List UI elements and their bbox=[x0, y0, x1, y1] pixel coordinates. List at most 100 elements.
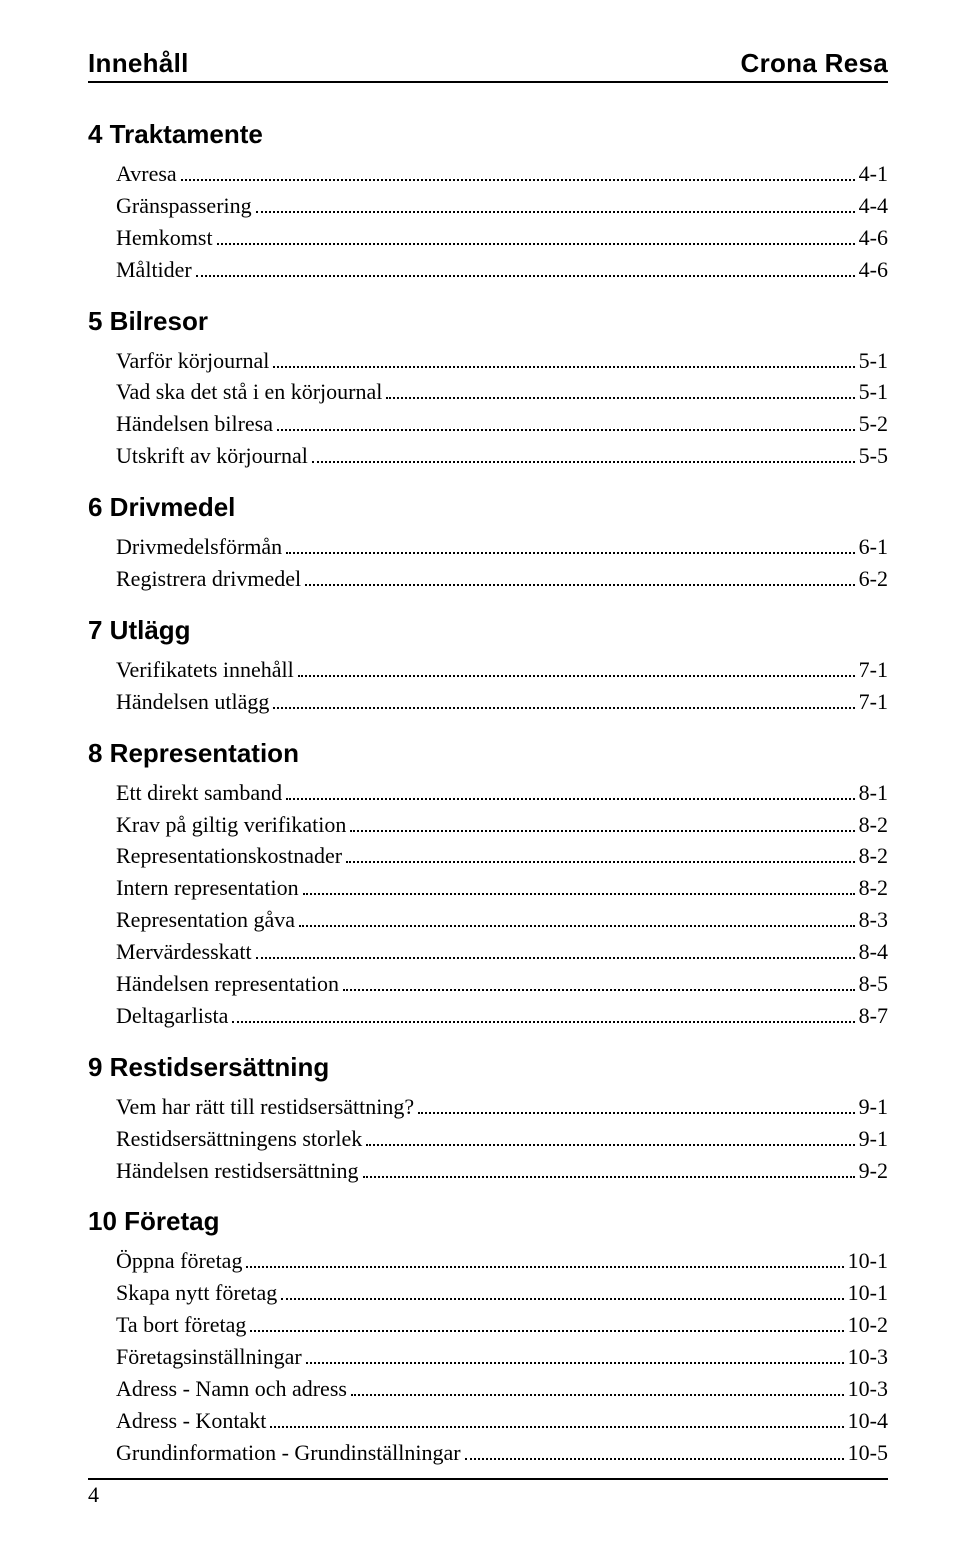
toc-leader-dots bbox=[303, 893, 855, 895]
toc-entry-page: 10-2 bbox=[848, 1309, 888, 1341]
toc-row: Adress - Kontakt 10-4 bbox=[88, 1405, 888, 1437]
toc-section: 9 RestidsersättningVem har rätt till res… bbox=[88, 1052, 888, 1187]
toc-entry-page: 7-1 bbox=[859, 686, 888, 718]
toc-entry-label: Registrera drivmedel bbox=[116, 563, 301, 595]
toc-entry-label: Adress - Kontakt bbox=[116, 1405, 266, 1437]
toc-section: 7 UtläggVerifikatets innehåll7-1Händelse… bbox=[88, 615, 888, 718]
toc-section: 5 Bilresor Varför körjournal 5-1Vad ska de… bbox=[88, 306, 888, 473]
toc-leader-dots bbox=[312, 461, 855, 463]
toc-entry-page: 8-2 bbox=[859, 872, 888, 904]
toc-leader-dots bbox=[250, 1330, 843, 1332]
toc-leader-dots bbox=[281, 1298, 843, 1300]
toc-leader-dots bbox=[418, 1112, 855, 1114]
toc-entry-label: Händelsen representation bbox=[116, 968, 339, 1000]
toc-entry-label: Drivmedelsförmån bbox=[116, 531, 282, 563]
toc-entry-label: Grundinformation - Grundinställningar bbox=[116, 1437, 461, 1469]
page-number: 4 bbox=[88, 1478, 888, 1508]
toc-row: Registrera drivmedel6-2 bbox=[88, 563, 888, 595]
toc-section-title: 10 Företag bbox=[88, 1206, 888, 1237]
toc-entry-page: 4-6 bbox=[859, 254, 888, 286]
toc-leader-dots bbox=[346, 861, 855, 863]
toc-entry-label: Representationskostnader bbox=[116, 840, 342, 872]
toc-row: Öppna företag 10-1 bbox=[88, 1245, 888, 1277]
toc-leader-dots bbox=[232, 1021, 854, 1023]
toc-entry-page: 4-4 bbox=[859, 190, 888, 222]
toc-entry-label: Öppna företag bbox=[116, 1245, 242, 1277]
toc-row: Gränspassering 4-4 bbox=[88, 190, 888, 222]
page-header: Innehåll Crona Resa bbox=[88, 48, 888, 83]
toc-leader-dots bbox=[277, 429, 855, 431]
toc-section: 4 TraktamenteAvresa4-1Gränspassering4-4H… bbox=[88, 119, 888, 286]
table-of-contents: 4 TraktamenteAvresa4-1Gränspassering4-4H… bbox=[88, 119, 888, 1469]
toc-row: Hemkomst4-6 bbox=[88, 222, 888, 254]
toc-leader-dots bbox=[299, 925, 855, 927]
toc-entry-page: 10-1 bbox=[848, 1277, 888, 1309]
toc-leader-dots bbox=[256, 211, 855, 213]
toc-row: Varför körjournal 5-1 bbox=[88, 345, 888, 377]
toc-entry-page: 8-3 bbox=[859, 904, 888, 936]
toc-entry-label: Gränspassering bbox=[116, 190, 252, 222]
toc-entry-page: 5-1 bbox=[859, 345, 888, 377]
toc-leader-dots bbox=[306, 1362, 844, 1364]
toc-row: Utskrift av körjournal5-5 bbox=[88, 440, 888, 472]
toc-entry-page: 8-7 bbox=[859, 1000, 888, 1032]
toc-leader-dots bbox=[343, 989, 855, 991]
toc-entry-page: 6-1 bbox=[859, 531, 888, 563]
toc-entry-page: 10-3 bbox=[848, 1341, 888, 1373]
toc-entry-label: Mervärdesskatt bbox=[116, 936, 252, 968]
toc-entry-page: 5-1 bbox=[859, 376, 888, 408]
toc-leader-dots bbox=[286, 798, 854, 800]
toc-section: 6 DrivmedelDrivmedelsförmån6-1Registrera… bbox=[88, 492, 888, 595]
toc-entry-page: 8-4 bbox=[859, 936, 888, 968]
toc-row: Deltagarlista 8-7 bbox=[88, 1000, 888, 1032]
toc-entry-label: Måltider bbox=[116, 254, 192, 286]
toc-entry-page: 5-5 bbox=[859, 440, 888, 472]
toc-leader-dots bbox=[465, 1458, 844, 1460]
toc-row: Vem har rätt till restidsersättning?9-1 bbox=[88, 1091, 888, 1123]
toc-entry-page: 8-1 bbox=[859, 777, 888, 809]
toc-leader-dots bbox=[217, 243, 855, 245]
toc-section-title: 4 Traktamente bbox=[88, 119, 888, 150]
toc-section-title: 8 Representation bbox=[88, 738, 888, 769]
toc-entry-label: Varför körjournal bbox=[116, 345, 269, 377]
toc-row: Representationskostnader8-2 bbox=[88, 840, 888, 872]
toc-entry-page: 7-1 bbox=[859, 654, 888, 686]
toc-leader-dots bbox=[351, 1394, 844, 1396]
toc-section: 10 FöretagÖppna företag10-1Skapa nytt fö… bbox=[88, 1206, 888, 1468]
toc-leader-dots bbox=[273, 366, 854, 368]
toc-row: Ta bort företag 10-2 bbox=[88, 1309, 888, 1341]
toc-leader-dots bbox=[246, 1266, 843, 1268]
toc-entry-label: Händelsen utlägg bbox=[116, 686, 269, 718]
toc-entry-label: Deltagarlista bbox=[116, 1000, 228, 1032]
toc-row: Representation gåva 8-3 bbox=[88, 904, 888, 936]
toc-leader-dots bbox=[363, 1176, 855, 1178]
toc-row: Intern representation8-2 bbox=[88, 872, 888, 904]
header-left: Innehåll bbox=[88, 48, 189, 79]
toc-section-title: 5 Bilresor bbox=[88, 306, 888, 337]
toc-entry-label: Verifikatets innehåll bbox=[116, 654, 294, 686]
toc-entry-label: Representation gåva bbox=[116, 904, 295, 936]
toc-leader-dots bbox=[305, 584, 855, 586]
toc-row: Händelsen bilresa5-2 bbox=[88, 408, 888, 440]
toc-entry-label: Restidsersättningens storlek bbox=[116, 1123, 362, 1155]
toc-entry-label: Adress - Namn och adress bbox=[116, 1373, 347, 1405]
toc-row: Måltider 4-6 bbox=[88, 254, 888, 286]
toc-entry-label: Ta bort företag bbox=[116, 1309, 246, 1341]
toc-entry-page: 10-1 bbox=[848, 1245, 888, 1277]
toc-leader-dots bbox=[350, 830, 854, 832]
toc-leader-dots bbox=[286, 552, 855, 554]
toc-entry-label: Avresa bbox=[116, 158, 177, 190]
toc-entry-page: 10-4 bbox=[848, 1405, 888, 1437]
toc-entry-label: Krav på giltig verifikation bbox=[116, 809, 346, 841]
toc-entry-page: 9-1 bbox=[859, 1123, 888, 1155]
toc-row: Vad ska det stå i en körjournal5-1 bbox=[88, 376, 888, 408]
toc-entry-label: Vem har rätt till restidsersättning? bbox=[116, 1091, 414, 1123]
toc-leader-dots bbox=[273, 707, 854, 709]
toc-row: Restidsersättningens storlek 9-1 bbox=[88, 1123, 888, 1155]
toc-section-title: 6 Drivmedel bbox=[88, 492, 888, 523]
toc-row: Händelsen representation8-5 bbox=[88, 968, 888, 1000]
toc-row: Drivmedelsförmån 6-1 bbox=[88, 531, 888, 563]
toc-row: Ett direkt samband8-1 bbox=[88, 777, 888, 809]
toc-row: Grundinformation - Grundinställningar10-… bbox=[88, 1437, 888, 1469]
toc-row: Mervärdesskatt 8-4 bbox=[88, 936, 888, 968]
